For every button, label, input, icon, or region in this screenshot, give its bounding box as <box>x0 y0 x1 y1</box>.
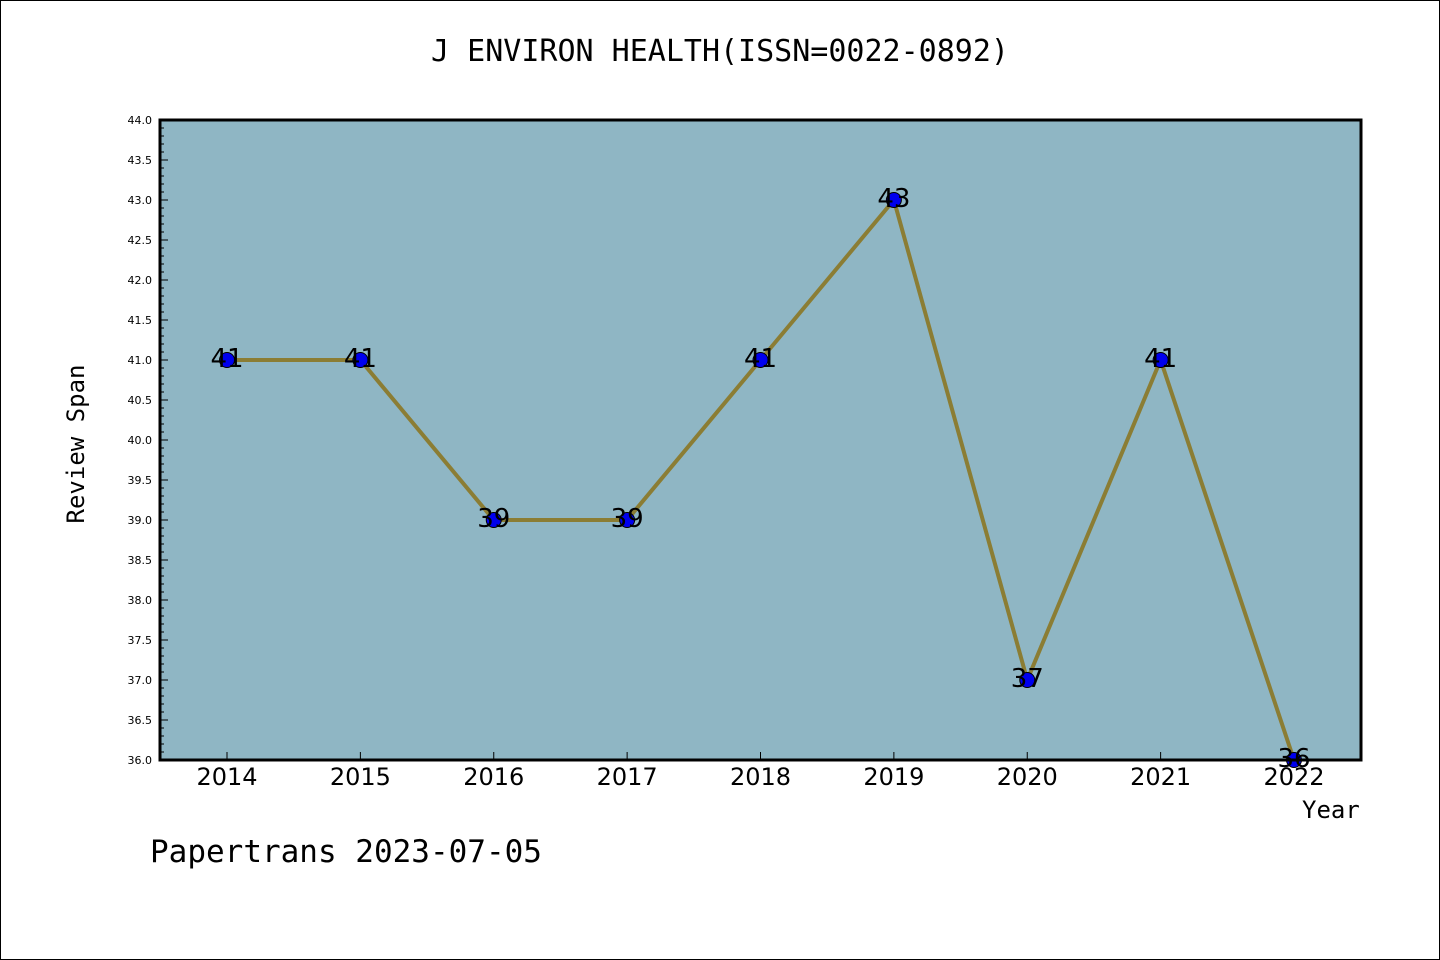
y-tick-label: 38.5 <box>128 554 153 567</box>
data-point-marker <box>485 512 502 528</box>
x-tick-label: 2015 <box>330 763 391 791</box>
data-label: 41 <box>344 344 377 374</box>
y-tick-label: 37.5 <box>128 634 153 647</box>
y-tick-label: 41.5 <box>128 314 153 327</box>
x-tick-label: 2021 <box>1130 763 1191 791</box>
x-tick-label: 2018 <box>730 763 791 791</box>
y-tick-label: 40.5 <box>128 394 153 407</box>
data-label: 41 <box>744 344 777 374</box>
data-point-marker <box>352 352 369 368</box>
data-point-marker <box>619 512 636 528</box>
x-tick-label: 2016 <box>463 763 524 791</box>
data-label: 39 <box>477 504 510 534</box>
x-axis-label: Year <box>1302 796 1360 824</box>
y-tick-label: 39.0 <box>128 514 153 527</box>
data-point-marker <box>885 192 902 208</box>
x-tick-label: 2019 <box>863 763 924 791</box>
y-tick-label: 36.0 <box>128 754 153 767</box>
y-tick-label: 44.0 <box>128 114 153 127</box>
x-tick-label: 2020 <box>997 763 1058 791</box>
y-tick-label: 41.0 <box>128 354 153 367</box>
data-label: 37 <box>1011 664 1044 694</box>
plot-border <box>158 118 1363 762</box>
chart-title: J ENVIRON HEALTH(ISSN=0022-0892) <box>431 34 1009 69</box>
y-tick-label: 42.0 <box>128 274 153 287</box>
x-tick-label: 2017 <box>597 763 658 791</box>
data-label: 41 <box>210 344 243 374</box>
y-tick-label: 36.5 <box>128 714 153 727</box>
data-point-marker <box>1152 352 1169 368</box>
y-tick-label: 38.0 <box>128 594 153 607</box>
data-point-marker <box>1019 672 1036 688</box>
plot-area <box>160 120 1361 760</box>
data-point-marker <box>752 352 769 368</box>
y-tick-label: 43.5 <box>128 154 153 167</box>
data-label: 41 <box>1144 344 1177 374</box>
y-tick-label: 40.0 <box>128 434 153 447</box>
y-tick-label: 37.0 <box>128 674 153 687</box>
y-tick-label: 43.0 <box>128 194 153 207</box>
data-point-marker <box>219 352 235 368</box>
footer-text: Papertrans 2023-07-05 <box>150 834 542 870</box>
x-tick-label: 2014 <box>196 763 257 791</box>
y-tick-label: 42.5 <box>128 234 153 247</box>
data-label: 43 <box>877 184 910 214</box>
data-label: 39 <box>611 504 644 534</box>
y-tick-label: 39.5 <box>128 474 153 487</box>
